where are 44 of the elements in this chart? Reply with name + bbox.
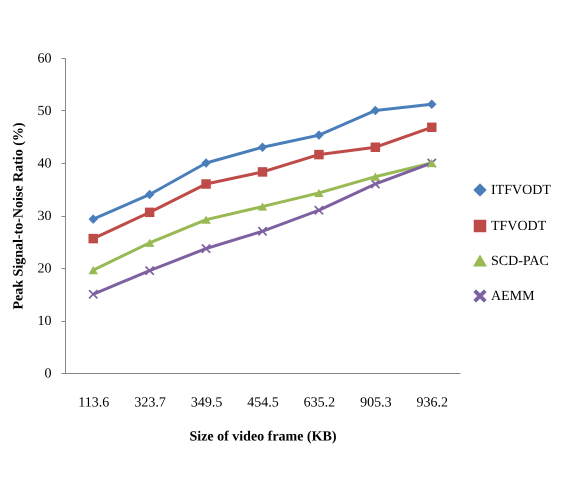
legend-label: ITFVODT: [491, 183, 552, 198]
y-tick-label: 40: [38, 156, 52, 172]
point: [370, 106, 380, 116]
point: [258, 142, 268, 152]
point: [427, 99, 437, 109]
point: [201, 216, 211, 224]
x-tick-label: 349.5: [190, 396, 222, 410]
x-tick-label: 936.2: [416, 396, 448, 410]
y-axis-title: Peak Signal-to-Noise Ratio (%): [12, 122, 26, 310]
point: [144, 190, 154, 200]
point: [144, 238, 154, 247]
point: [314, 130, 324, 140]
point: [201, 179, 211, 189]
point: [144, 208, 154, 218]
point: [314, 150, 324, 160]
x-tick-label: 323.7: [134, 396, 166, 410]
point: [258, 202, 268, 211]
point: [370, 172, 380, 181]
legend-label: TFVODT: [491, 219, 547, 234]
y-tick-label: 30: [38, 209, 52, 224]
point: [88, 266, 98, 274]
point: [88, 290, 98, 299]
y-tick-label: 20: [38, 262, 52, 276]
x-tick-label: 113.6: [78, 396, 110, 410]
x-tick-label: 454.5: [247, 396, 279, 410]
y-tick-label: 50: [38, 104, 52, 119]
x-axis-title: Size of video frame (KB): [190, 430, 337, 444]
point: [258, 167, 268, 177]
y-tick-label: 0: [44, 366, 52, 382]
point: [314, 206, 324, 215]
legend-label: SCD-PAC: [491, 254, 549, 269]
x-tick-label: 635.2: [304, 396, 336, 410]
point: [314, 188, 324, 198]
legend-label: AEMM: [491, 289, 536, 304]
point: [88, 214, 98, 224]
point: [201, 158, 211, 168]
point: [370, 142, 380, 152]
x-tick-label: 905.3: [360, 396, 392, 410]
point: [144, 266, 154, 276]
point: [201, 244, 211, 254]
point: [427, 122, 437, 132]
y-tick-label: 10: [38, 314, 52, 329]
y-tick-label: 60: [38, 52, 52, 66]
point: [88, 234, 98, 244]
